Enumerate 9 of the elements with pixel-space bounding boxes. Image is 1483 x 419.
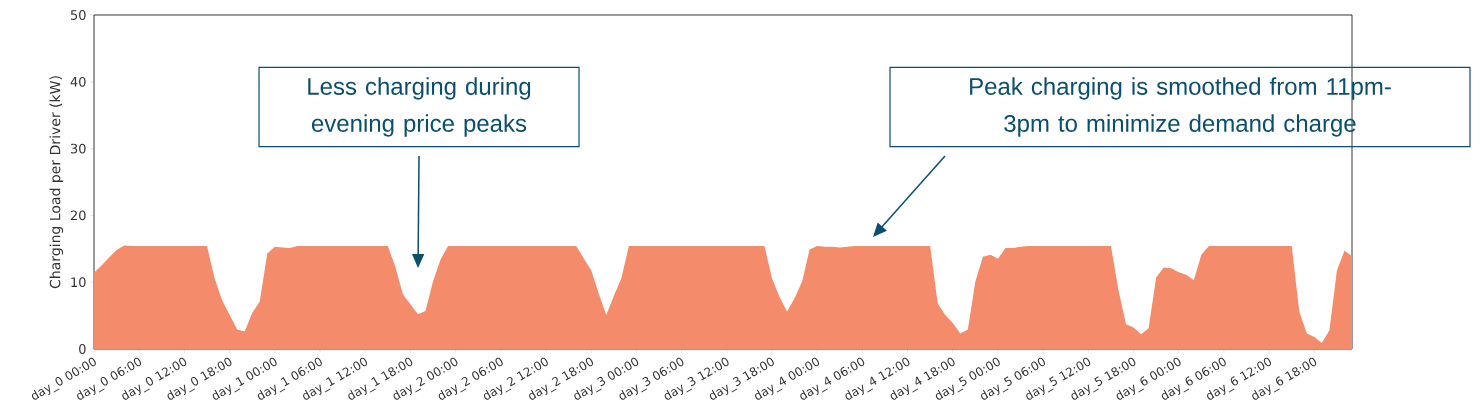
y-tick-label: 0 <box>79 344 86 354</box>
annotation: Less charging during evening price peaks <box>308 77 531 137</box>
y-tick-label: 30 <box>70 143 86 154</box>
y-tick-label: 20 <box>70 210 86 221</box>
y-tick-label: 40 <box>70 76 86 87</box>
y-axis-title: Charging Load per Driver (kW) <box>49 76 64 289</box>
y-tick-label: 50 <box>70 10 86 20</box>
annotation: Peak charging is smoothed from 11pm-3pm to minimize demand charge <box>970 77 1391 137</box>
y-tick-label: 10 <box>71 277 86 288</box>
